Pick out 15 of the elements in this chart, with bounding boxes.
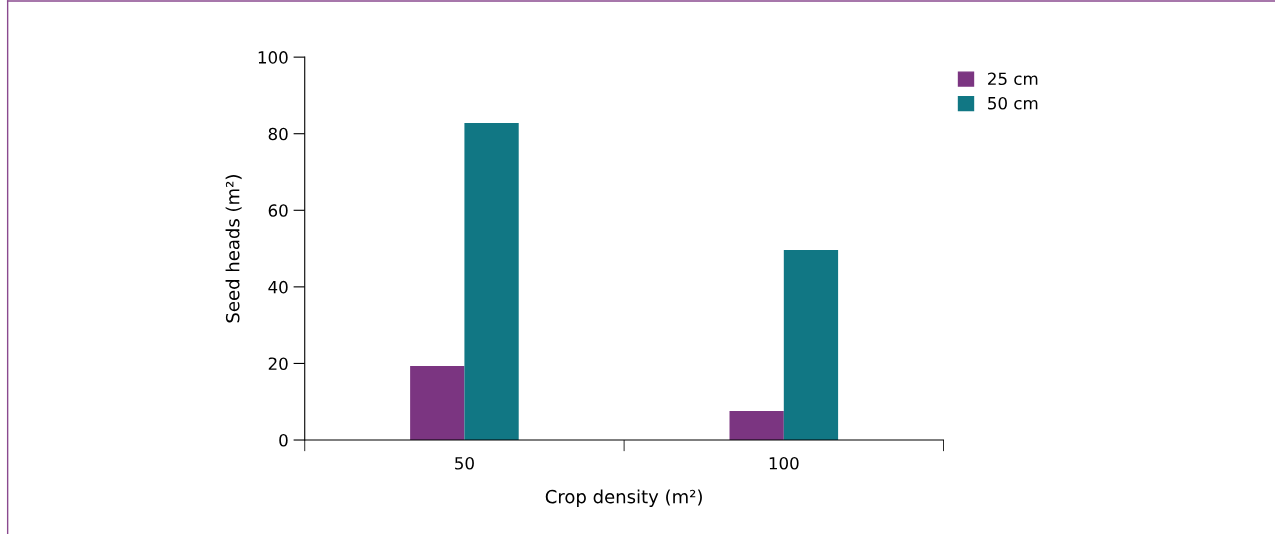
- x-axis-title: Crop density (m²): [545, 489, 702, 507]
- legend-label: 50 cm: [988, 96, 1038, 110]
- bar: [729, 410, 784, 441]
- bar: [464, 122, 519, 441]
- x-tick-label: 50: [455, 456, 474, 470]
- y-tick-label: 80: [268, 127, 288, 141]
- y-tick-label: 100: [258, 51, 288, 64]
- legend-label: 25 cm: [988, 72, 1038, 86]
- bar: [410, 366, 465, 441]
- y-tick-label: 0: [279, 433, 288, 447]
- y-axis-title: Seed heads (m²): [225, 175, 242, 323]
- y-tick-label: 40: [268, 280, 288, 294]
- bar: [783, 250, 839, 441]
- y-tick-label: 60: [268, 204, 288, 217]
- y-tick-label: 20: [268, 357, 288, 371]
